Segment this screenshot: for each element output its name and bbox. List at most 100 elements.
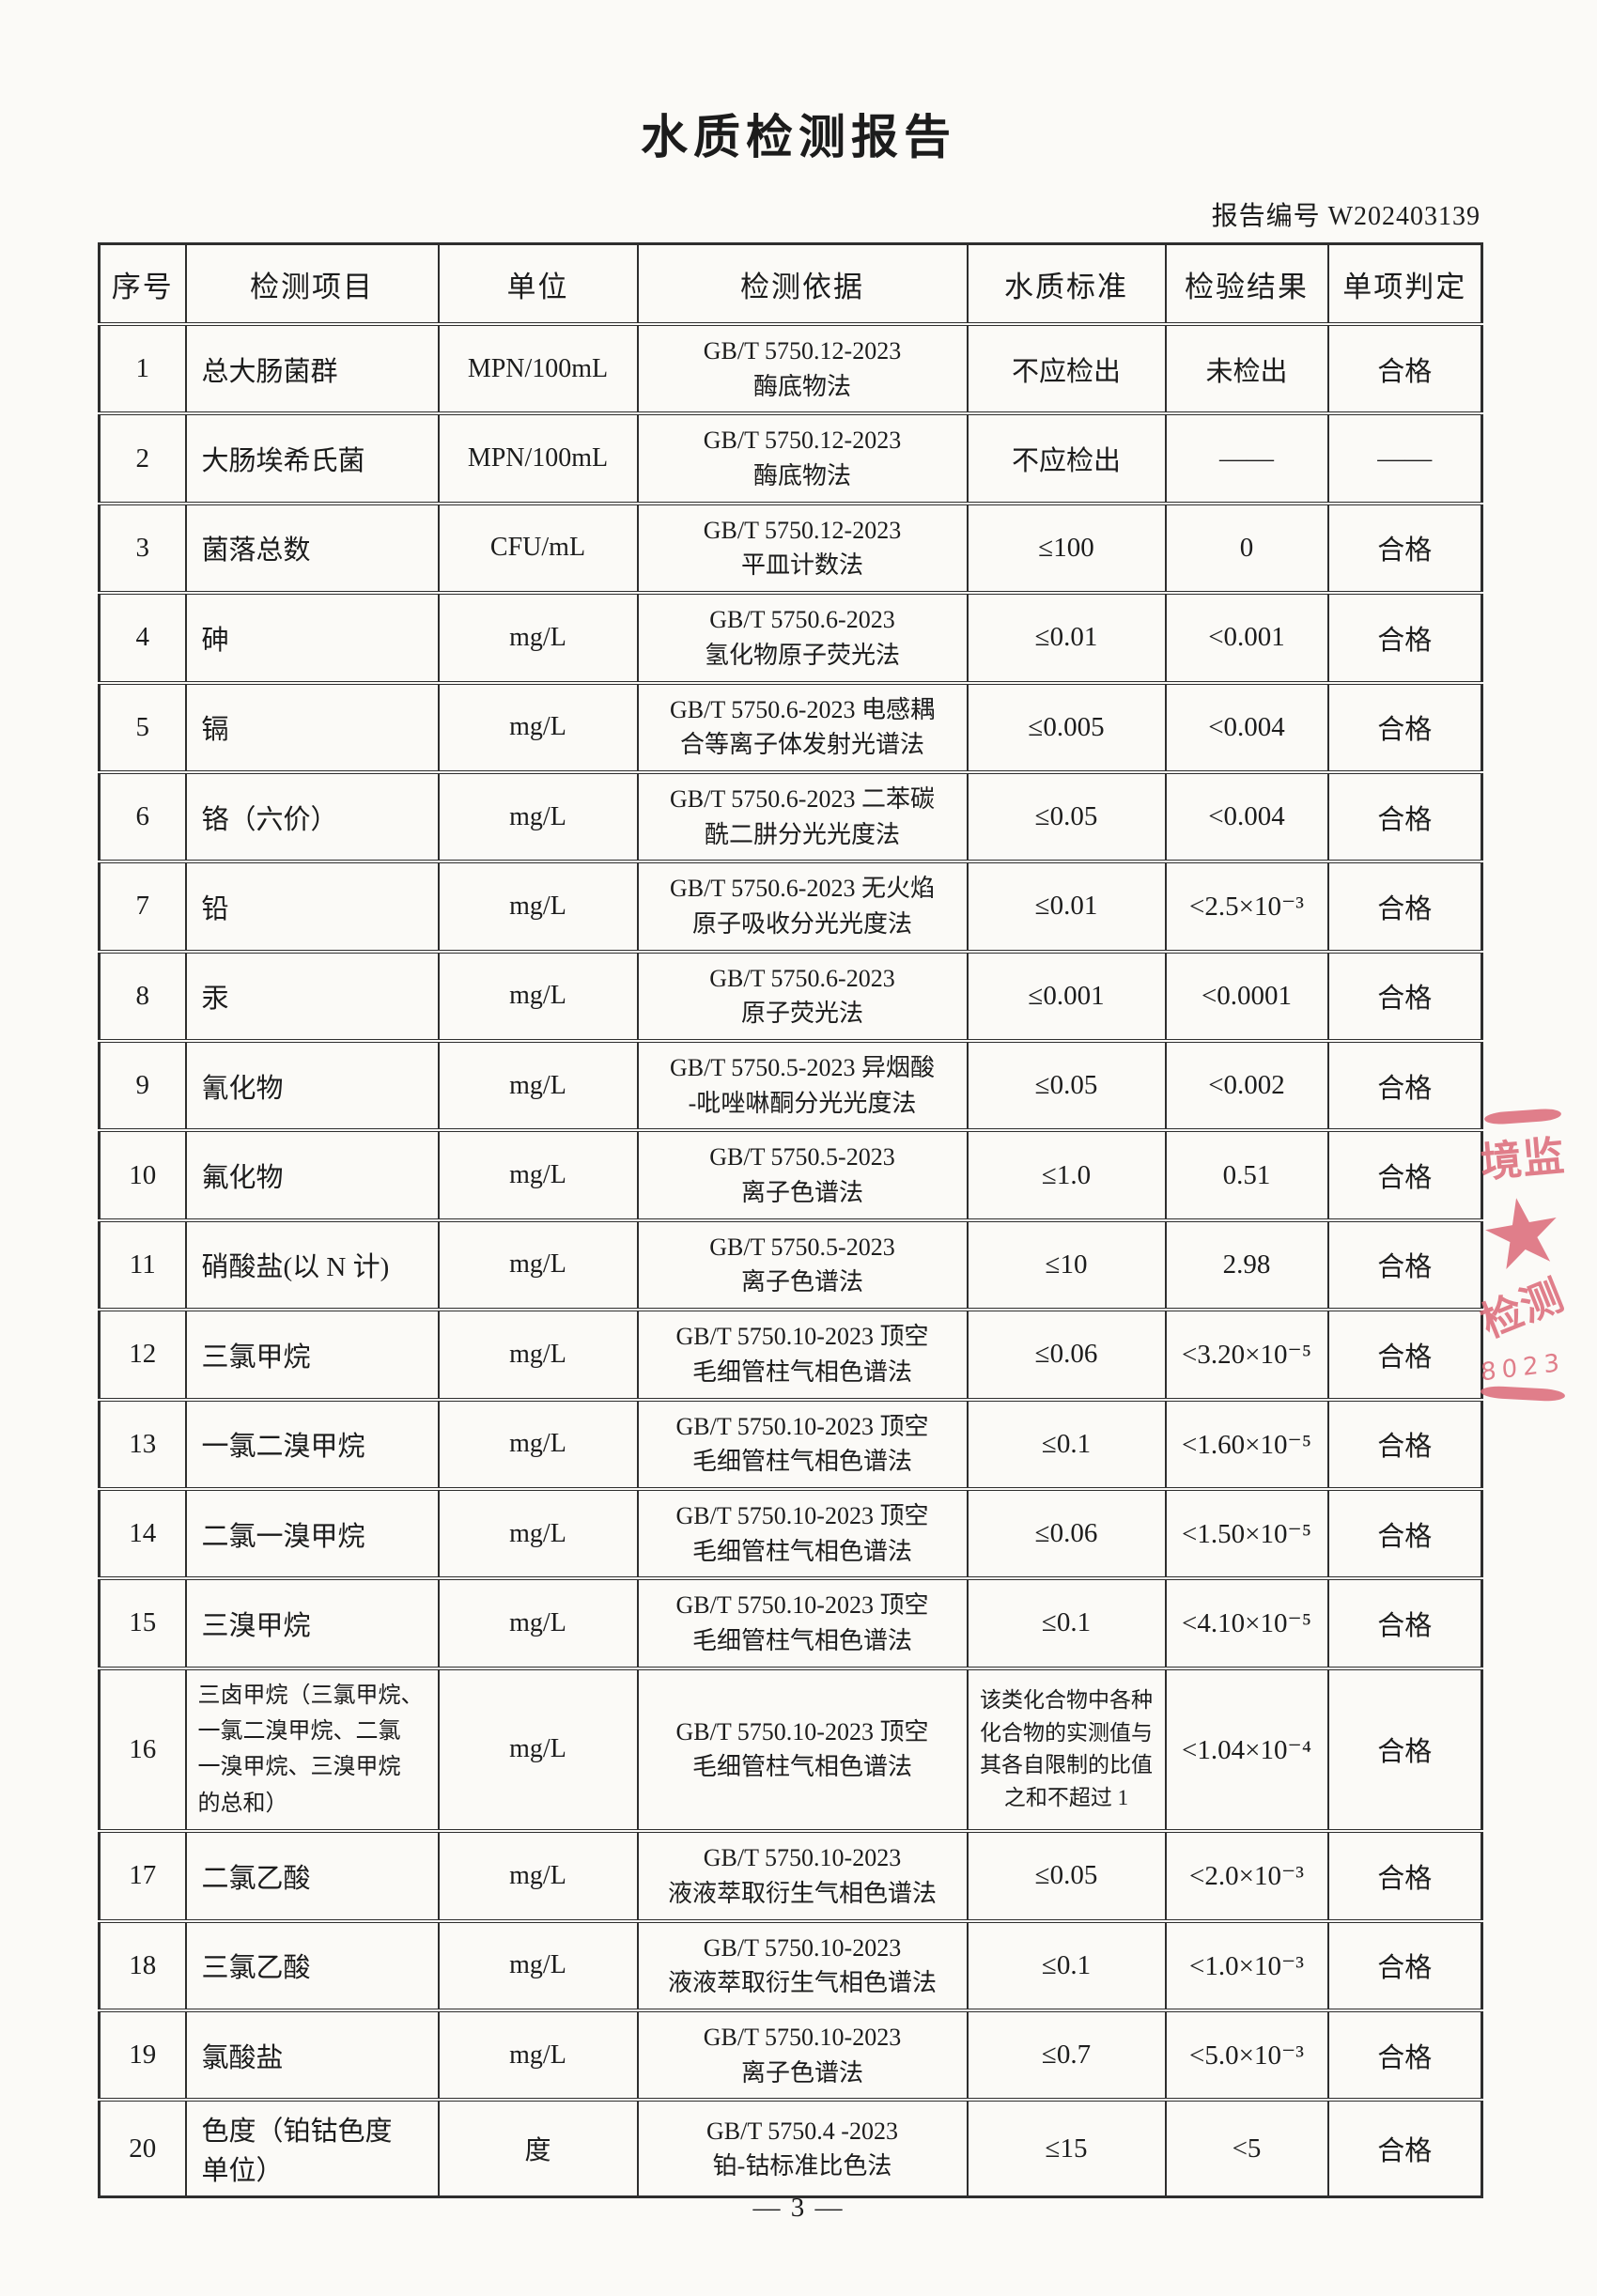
result-cell: <1.60×10⁻⁵ [1164,1397,1329,1490]
judgment-cell: 合格 [1326,860,1483,953]
method-cell: GB/T 5750.10-2023 离子色谱法 [636,2008,969,2102]
unit-cell: mg/L [437,1486,639,1580]
row-index-cell: 10 [98,1128,187,1221]
method-cell: GB/T 5750.4 -2023 铂-钴标准比色法 [636,2098,969,2198]
header-standard: 水质标准 [966,242,1167,325]
item-cell: 菌落总数 [184,501,440,595]
standard-cell: ≤0.001 [966,949,1167,1043]
unit-cell: 度 [437,2098,639,2198]
item-cell: 汞 [184,949,440,1043]
seal-arc-top [1483,1108,1562,1125]
unit-cell: mg/L [437,1666,639,1833]
table-row: 18 三氯乙酸 mg/L GB/T 5750.10-2023 液液萃取衍生气相色… [98,1918,1483,2011]
page-title: 水质检测报告 [641,111,956,163]
judgment-cell: 合格 [1326,1218,1483,1311]
table-row: 9 氰化物 mg/L GB/T 5750.5-2023 异烟酸 -吡唑啉酮分光光… [98,1038,1483,1132]
judgment-cell: 合格 [1326,1486,1483,1580]
table-body: 1 总大肠菌群 MPN/100mL GB/T 5750.12-2023 酶底物法… [98,321,1483,2198]
row-index-cell: 1 [98,321,187,415]
table-header-row: 序号 检测项目 单位 检测依据 水质标准 检验结果 单项判定 [98,242,1483,325]
standard-cell: 该类化合物中各种 化合物的实测值与 其各自限制的比值 之和不超过 1 [966,1666,1167,1833]
standard-cell: ≤0.005 [966,680,1167,773]
result-cell: <5.0×10⁻³ [1164,2008,1329,2102]
row-index-cell: 5 [98,680,187,773]
item-cell: 氰化物 [184,1038,440,1132]
method-cell: GB/T 5750.10-2023 顶空 毛细管柱气相色谱法 [636,1308,969,1401]
item-cell: 总大肠菌群 [184,321,440,415]
item-cell: 氟化物 [184,1128,440,1221]
row-index-cell: 7 [98,860,187,953]
judgment-cell: 合格 [1326,1918,1483,2011]
row-index-cell: 8 [98,949,187,1043]
standard-cell: ≤0.05 [966,1038,1167,1132]
method-cell: GB/T 5750.10-2023 顶空 毛细管柱气相色谱法 [636,1397,969,1490]
table-row: 10 氟化物 mg/L GB/T 5750.5-2023 离子色谱法 ≤1.0 … [98,1128,1483,1221]
unit-cell: mg/L [437,769,639,863]
item-cell: 三溴甲烷 [184,1576,440,1669]
seal-star-icon: ★ [1472,1175,1574,1294]
standard-cell: 不应检出 [966,321,1167,415]
method-cell: GB/T 5750.5-2023 离子色谱法 [636,1128,969,1221]
table-row: 1 总大肠菌群 MPN/100mL GB/T 5750.12-2023 酶底物法… [98,321,1483,415]
standard-cell: ≤0.06 [966,1308,1167,1401]
unit-cell: mg/L [437,1397,639,1490]
standard-cell: ≤0.05 [966,769,1167,863]
table-row: 19 氯酸盐 mg/L GB/T 5750.10-2023 离子色谱法 ≤0.7… [98,2008,1483,2102]
table-row: 5 镉 mg/L GB/T 5750.6-2023 电感耦 合等离子体发射光谱法… [98,680,1483,773]
judgment-cell: 合格 [1326,680,1483,773]
report-number: 报告编号 W202403139 [1211,202,1481,231]
judgment-cell: 合格 [1326,1666,1483,1833]
method-cell: GB/T 5750.10-2023 液液萃取衍生气相色谱法 [636,1829,969,1922]
item-cell: 色度（铂钴色度 单位） [184,2098,440,2198]
table-row: 3 菌落总数 CFU/mL GB/T 5750.12-2023 平皿计数法 ≤1… [98,501,1483,595]
judgment-cell: —— [1326,411,1483,504]
row-index-cell: 4 [98,591,187,684]
result-cell: <0.004 [1164,680,1329,773]
judgment-cell: 合格 [1326,1308,1483,1401]
result-cell: 2.98 [1164,1218,1329,1311]
method-cell: GB/T 5750.6-2023 原子荧光法 [636,949,969,1043]
unit-cell: CFU/mL [437,501,639,595]
result-cell: <2.0×10⁻³ [1164,1829,1329,1922]
standard-cell: ≤0.01 [966,591,1167,684]
result-cell: <2.5×10⁻³ [1164,860,1329,953]
result-cell: 未检出 [1164,321,1329,415]
result-cell: 0 [1164,501,1329,595]
judgment-cell: 合格 [1326,1576,1483,1669]
header-unit: 单位 [437,242,639,325]
judgment-cell: 合格 [1326,769,1483,863]
row-index-cell: 6 [98,769,187,863]
unit-cell: mg/L [437,591,639,684]
judgment-cell: 合格 [1326,1128,1483,1221]
result-cell: <0.004 [1164,769,1329,863]
row-index-cell: 12 [98,1308,187,1401]
result-cell: 0.51 [1164,1128,1329,1221]
header-basis: 检测依据 [636,242,969,325]
seal-arc-bottom [1480,1385,1566,1403]
judgment-cell: 合格 [1326,1038,1483,1132]
standard-cell: ≤0.06 [966,1486,1167,1580]
standard-cell: ≤0.7 [966,2008,1167,2102]
header-judgment: 单项判定 [1326,242,1483,325]
table-row: 6 铬（六价） mg/L GB/T 5750.6-2023 二苯碳 酰二肼分光光… [98,769,1483,863]
item-cell: 铬（六价） [184,769,440,863]
table-row: 7 铅 mg/L GB/T 5750.6-2023 无火焰 原子吸收分光光度法 … [98,860,1483,953]
table-row: 20 色度（铂钴色度 单位） 度 GB/T 5750.4 -2023 铂-钴标准… [98,2098,1483,2198]
standard-cell: ≤1.0 [966,1128,1167,1221]
row-index-cell: 19 [98,2008,187,2102]
judgment-cell: 合格 [1326,1397,1483,1490]
unit-cell: mg/L [437,1576,639,1669]
row-index-cell: 14 [98,1486,187,1580]
table-row: 17 二氯乙酸 mg/L GB/T 5750.10-2023 液液萃取衍生气相色… [98,1829,1483,1922]
row-index-cell: 13 [98,1397,187,1490]
unit-cell: mg/L [437,949,639,1043]
item-cell: 二氯乙酸 [184,1829,440,1922]
result-cell: —— [1164,411,1329,504]
judgment-cell: 合格 [1326,2008,1483,2102]
table-row: 16 三卤甲烷（三氯甲烷、 一氯二溴甲烷、二氯 一溴甲烷、三溴甲烷 的总和） m… [98,1666,1483,1833]
item-cell: 三氯乙酸 [184,1918,440,2011]
result-cell: <0.002 [1164,1038,1329,1132]
item-cell: 大肠埃希氏菌 [184,411,440,504]
result-cell: <1.0×10⁻³ [1164,1918,1329,2011]
method-cell: GB/T 5750.10-2023 液液萃取衍生气相色谱法 [636,1918,969,2011]
